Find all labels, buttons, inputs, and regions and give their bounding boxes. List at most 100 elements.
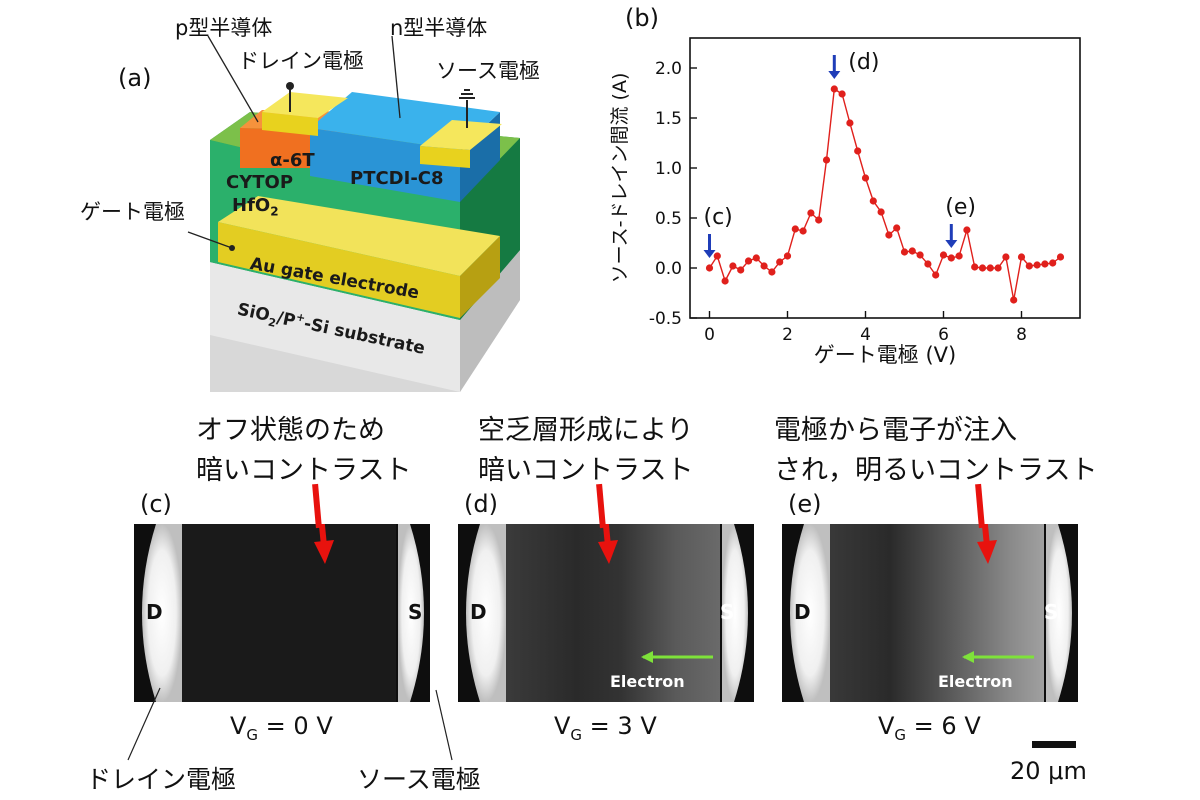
y-tick-label: 1.5 <box>655 109 682 129</box>
gate-voltage-label: VG = 3 V <box>554 712 657 744</box>
data-point <box>737 266 745 274</box>
red-arrow <box>318 524 327 547</box>
data-point <box>1025 262 1033 270</box>
electron-label: Electron <box>938 672 1013 691</box>
drain-electrode <box>262 92 348 136</box>
x-tick-label: 8 <box>1016 325 1027 345</box>
cytop-label: CYTOP <box>226 172 294 193</box>
drain-electrode-region <box>466 524 506 702</box>
data-point <box>854 147 862 155</box>
data-point <box>760 262 768 270</box>
data-point <box>768 268 776 276</box>
data-point <box>807 209 815 217</box>
drain-marker: D <box>794 600 811 624</box>
data-point <box>783 252 792 260</box>
data-point <box>900 248 909 256</box>
p-type-label: p型半導体 <box>175 16 273 40</box>
panel-b-label: (b) <box>625 4 659 32</box>
marker-arrowhead <box>828 71 841 79</box>
image-panel-label: (e) <box>788 490 822 518</box>
data-point <box>1010 296 1018 304</box>
source-label-a: ソース電極 <box>436 59 540 83</box>
image-panel-label: (c) <box>140 490 172 518</box>
data-point <box>939 251 948 259</box>
x-tick-label: 6 <box>938 325 949 345</box>
micrograph-image <box>782 524 1078 702</box>
x-axis-label: ゲート電極 (V) <box>814 343 956 367</box>
y-tick-label: -0.5 <box>649 309 682 329</box>
electron-arrowhead <box>962 651 974 663</box>
data-point <box>963 226 971 234</box>
red-arrow <box>602 524 611 547</box>
data-point <box>815 216 823 224</box>
n-type-label: n型半導体 <box>390 16 488 40</box>
y-tick-label: 0.5 <box>655 209 682 229</box>
data-point <box>908 247 916 255</box>
data-point <box>978 264 987 272</box>
y-tick-label: 2.0 <box>655 59 682 79</box>
data-point <box>877 208 885 216</box>
red-arrowhead <box>598 540 618 564</box>
data-point <box>916 251 924 259</box>
data-point <box>1002 253 1010 261</box>
image-caption-line2: 暗いコントラスト <box>196 455 412 486</box>
micrograph-image <box>134 524 430 702</box>
data-point <box>705 264 714 272</box>
plot-frame <box>689 37 1081 319</box>
drain-marker: D <box>470 600 487 624</box>
image-caption-line1: 電極から電子が注入 <box>774 415 1017 446</box>
y-tick-label: 0.0 <box>655 259 682 279</box>
data-point <box>830 85 838 93</box>
source-electrode-region <box>1046 524 1072 702</box>
channel-region <box>824 524 1044 702</box>
gate-voltage-label: VG = 0 V <box>230 712 333 744</box>
electron-label: Electron <box>610 672 685 691</box>
marker-label: (e) <box>945 195 976 220</box>
data-point <box>885 231 893 239</box>
data-point <box>838 90 846 98</box>
marker-label: (d) <box>848 50 879 75</box>
data-point <box>986 264 994 272</box>
data-point <box>893 224 901 232</box>
source-electrode-region <box>722 524 748 702</box>
data-point <box>971 263 979 271</box>
data-point <box>1049 259 1057 267</box>
hfo2-label: HfO2 <box>232 195 279 219</box>
data-point <box>846 119 854 127</box>
marker-label: (c) <box>704 205 733 230</box>
data-point <box>1033 261 1041 269</box>
drain-electrode-region <box>142 524 182 702</box>
x-tick-label: 2 <box>782 325 793 345</box>
data-point <box>752 254 760 262</box>
x-tick-label: 4 <box>860 325 871 345</box>
x-tick-label: 0 <box>704 325 715 345</box>
device-schematic <box>187 35 520 392</box>
data-point <box>955 252 963 260</box>
source-marker: S <box>408 600 423 624</box>
drain-electrode-region <box>790 524 830 702</box>
y-axis-label: ソース-ドレイン間流 (A) <box>609 73 631 284</box>
drain-label-bottom: ドレイン電極 <box>86 765 237 794</box>
scale-bar <box>1032 741 1076 748</box>
source-electrode-region <box>398 524 424 702</box>
data-point <box>869 197 877 205</box>
marker-arrowhead <box>945 240 958 248</box>
red-arrowhead <box>314 540 334 564</box>
y-tick-label: 1.0 <box>655 159 682 179</box>
data-point <box>713 252 721 260</box>
channel-region <box>176 524 396 702</box>
data-point <box>822 156 831 164</box>
source-marker: S <box>720 600 735 624</box>
drain-label-a: ドレイン電極 <box>238 49 364 73</box>
image-caption-line2: 暗いコントラスト <box>478 455 694 486</box>
data-point <box>729 262 737 270</box>
data-point <box>744 257 753 265</box>
current-vs-gate-chart: -0.5 0.0 0.5 1.0 1.5 2.0 0 2 4 6 8 (c) (d) (e) ゲート電… <box>609 37 1081 367</box>
data-point <box>947 254 955 262</box>
gate-label-a: ゲート電極 <box>80 200 185 224</box>
image-caption-line1: オフ状態のため <box>196 415 385 446</box>
data-point <box>861 174 870 182</box>
source-label-bottom: ソース電極 <box>357 765 481 794</box>
electron-arrowhead <box>641 651 653 663</box>
